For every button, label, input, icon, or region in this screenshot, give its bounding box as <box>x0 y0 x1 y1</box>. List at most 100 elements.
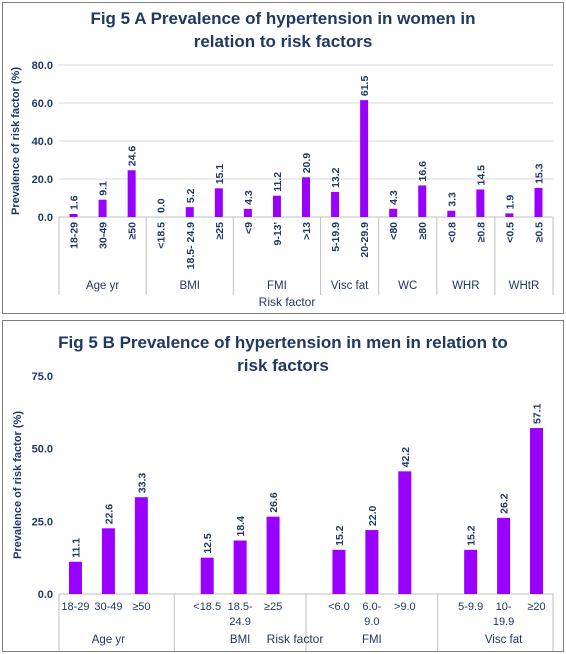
category-label: <0.8 <box>446 222 458 243</box>
category-label: 10- <box>496 601 512 613</box>
bar <box>134 497 148 594</box>
bar <box>185 207 194 217</box>
bar <box>497 517 511 594</box>
data-label: 15.2 <box>466 525 478 546</box>
data-label: 14.5 <box>475 165 487 186</box>
chart-men: 0.0 25.0 50.0 75.0 Prevalence of risk factor… <box>12 371 554 651</box>
bar <box>68 561 82 594</box>
data-label: 5.2 <box>185 188 197 203</box>
group-label: BMI <box>230 634 250 646</box>
data-label: 26.2 <box>499 493 511 514</box>
y-tick-label: 40.0 <box>32 136 53 148</box>
bar <box>418 185 427 217</box>
group-label: WHtR <box>509 280 540 292</box>
category-label: <6.0 <box>328 601 350 613</box>
data-label: 20.9 <box>301 153 313 174</box>
data-label: 3.3 <box>446 192 458 207</box>
data-label: 33.3 <box>136 473 148 494</box>
category-label: 18.5- 24.9 <box>185 222 197 269</box>
category-label: 5-19.9 <box>330 222 342 252</box>
category-label: ≥50 <box>127 222 139 240</box>
data-label: 15.2 <box>334 525 346 546</box>
bar <box>505 213 514 217</box>
category-label: ≥25 <box>214 222 226 240</box>
category-label: 9-13' <box>272 222 284 246</box>
data-label: 15.3 <box>533 163 545 184</box>
group-label: BMI <box>180 280 200 292</box>
bar <box>98 199 107 217</box>
category-label: <9 <box>243 222 255 234</box>
data-label: 0.0 <box>156 198 168 213</box>
bar <box>360 100 369 217</box>
y-tick-label: 60.0 <box>32 98 53 110</box>
group-label: Age yr <box>86 280 119 292</box>
category-label: <18.5 <box>193 601 221 613</box>
chart-panel-women: Fig 5 A Prevalence of hypertension in wo… <box>2 2 564 314</box>
x-axis-label: Risk factor <box>267 632 324 646</box>
y-tick-label: 0.0 <box>38 589 53 601</box>
data-label: 22.0 <box>367 505 379 526</box>
bar <box>214 188 223 217</box>
x-axis-label: Risk factor <box>259 295 316 309</box>
bar <box>101 528 115 594</box>
data-label: 1.9 <box>504 195 516 210</box>
chart-title-men: Fig 5 B Prevalence of hypertension in me… <box>3 331 563 377</box>
category-label: 30-49 <box>98 222 110 249</box>
y-tick-label: 0.0 <box>38 212 53 224</box>
bar <box>233 540 247 594</box>
data-label: 11.1 <box>70 538 82 558</box>
chart-title-women: Fig 5 A Prevalence of hypertension in wo… <box>3 7 563 53</box>
category-label: 20-29.9 <box>359 222 371 258</box>
bar <box>447 210 456 217</box>
bar <box>389 208 398 217</box>
bar <box>69 213 78 217</box>
category-label: 6.0- <box>362 601 381 613</box>
data-label: 18.4 <box>235 516 247 537</box>
data-label: 22.6 <box>103 504 115 525</box>
bar <box>398 471 412 594</box>
data-label: 4.3 <box>243 190 255 205</box>
group-label: Visc fat <box>485 634 523 646</box>
data-label: 16.6 <box>417 161 429 182</box>
bar <box>534 187 543 217</box>
category-label: ≥0.8 <box>475 222 487 243</box>
data-label: 12.5 <box>202 533 214 554</box>
y-tick-label: 20.0 <box>32 174 53 186</box>
category-label: <0.5 <box>504 222 516 243</box>
bar <box>332 549 346 594</box>
category-label: <80 <box>388 222 400 240</box>
data-label: 57.1 <box>532 403 544 424</box>
category-label: <18.5 <box>156 222 168 249</box>
category-label: 18-29 <box>61 601 89 613</box>
bar <box>331 191 340 217</box>
data-label: 26.6 <box>268 492 280 513</box>
bar <box>127 170 136 217</box>
data-label: 1.6 <box>69 195 81 210</box>
bar <box>266 516 280 594</box>
bar <box>243 208 252 217</box>
y-tick-label: 25.0 <box>32 516 53 528</box>
bar <box>530 428 544 594</box>
data-label: 13.2 <box>330 167 342 188</box>
bar <box>200 557 214 594</box>
data-label: 42.2 <box>400 447 412 468</box>
group-label: Age yr <box>92 634 125 646</box>
group-label: FMI <box>362 634 382 646</box>
data-label: 9.1 <box>98 181 110 196</box>
chart-panel-men: Fig 5 B Prevalence of hypertension in me… <box>2 320 564 652</box>
category-label: ≥80 <box>417 222 429 240</box>
category-label: 5-9.9 <box>458 601 483 613</box>
bar <box>464 549 478 594</box>
category-label: 19.9 <box>493 616 514 628</box>
y-tick-label: 50.0 <box>32 444 53 456</box>
category-label: 18.5- <box>228 601 253 613</box>
category-label: ≥20 <box>527 601 545 613</box>
category-label: >9.0 <box>394 601 416 613</box>
data-label: 4.3 <box>388 190 400 205</box>
category-label: ≥50 <box>132 601 150 613</box>
bar <box>365 530 379 594</box>
group-label: WHR <box>452 280 479 292</box>
y-tick-label: 75.0 <box>32 371 53 383</box>
chart-title-men-text: Fig 5 B Prevalence of hypertension in me… <box>58 333 508 375</box>
bar <box>272 195 281 217</box>
